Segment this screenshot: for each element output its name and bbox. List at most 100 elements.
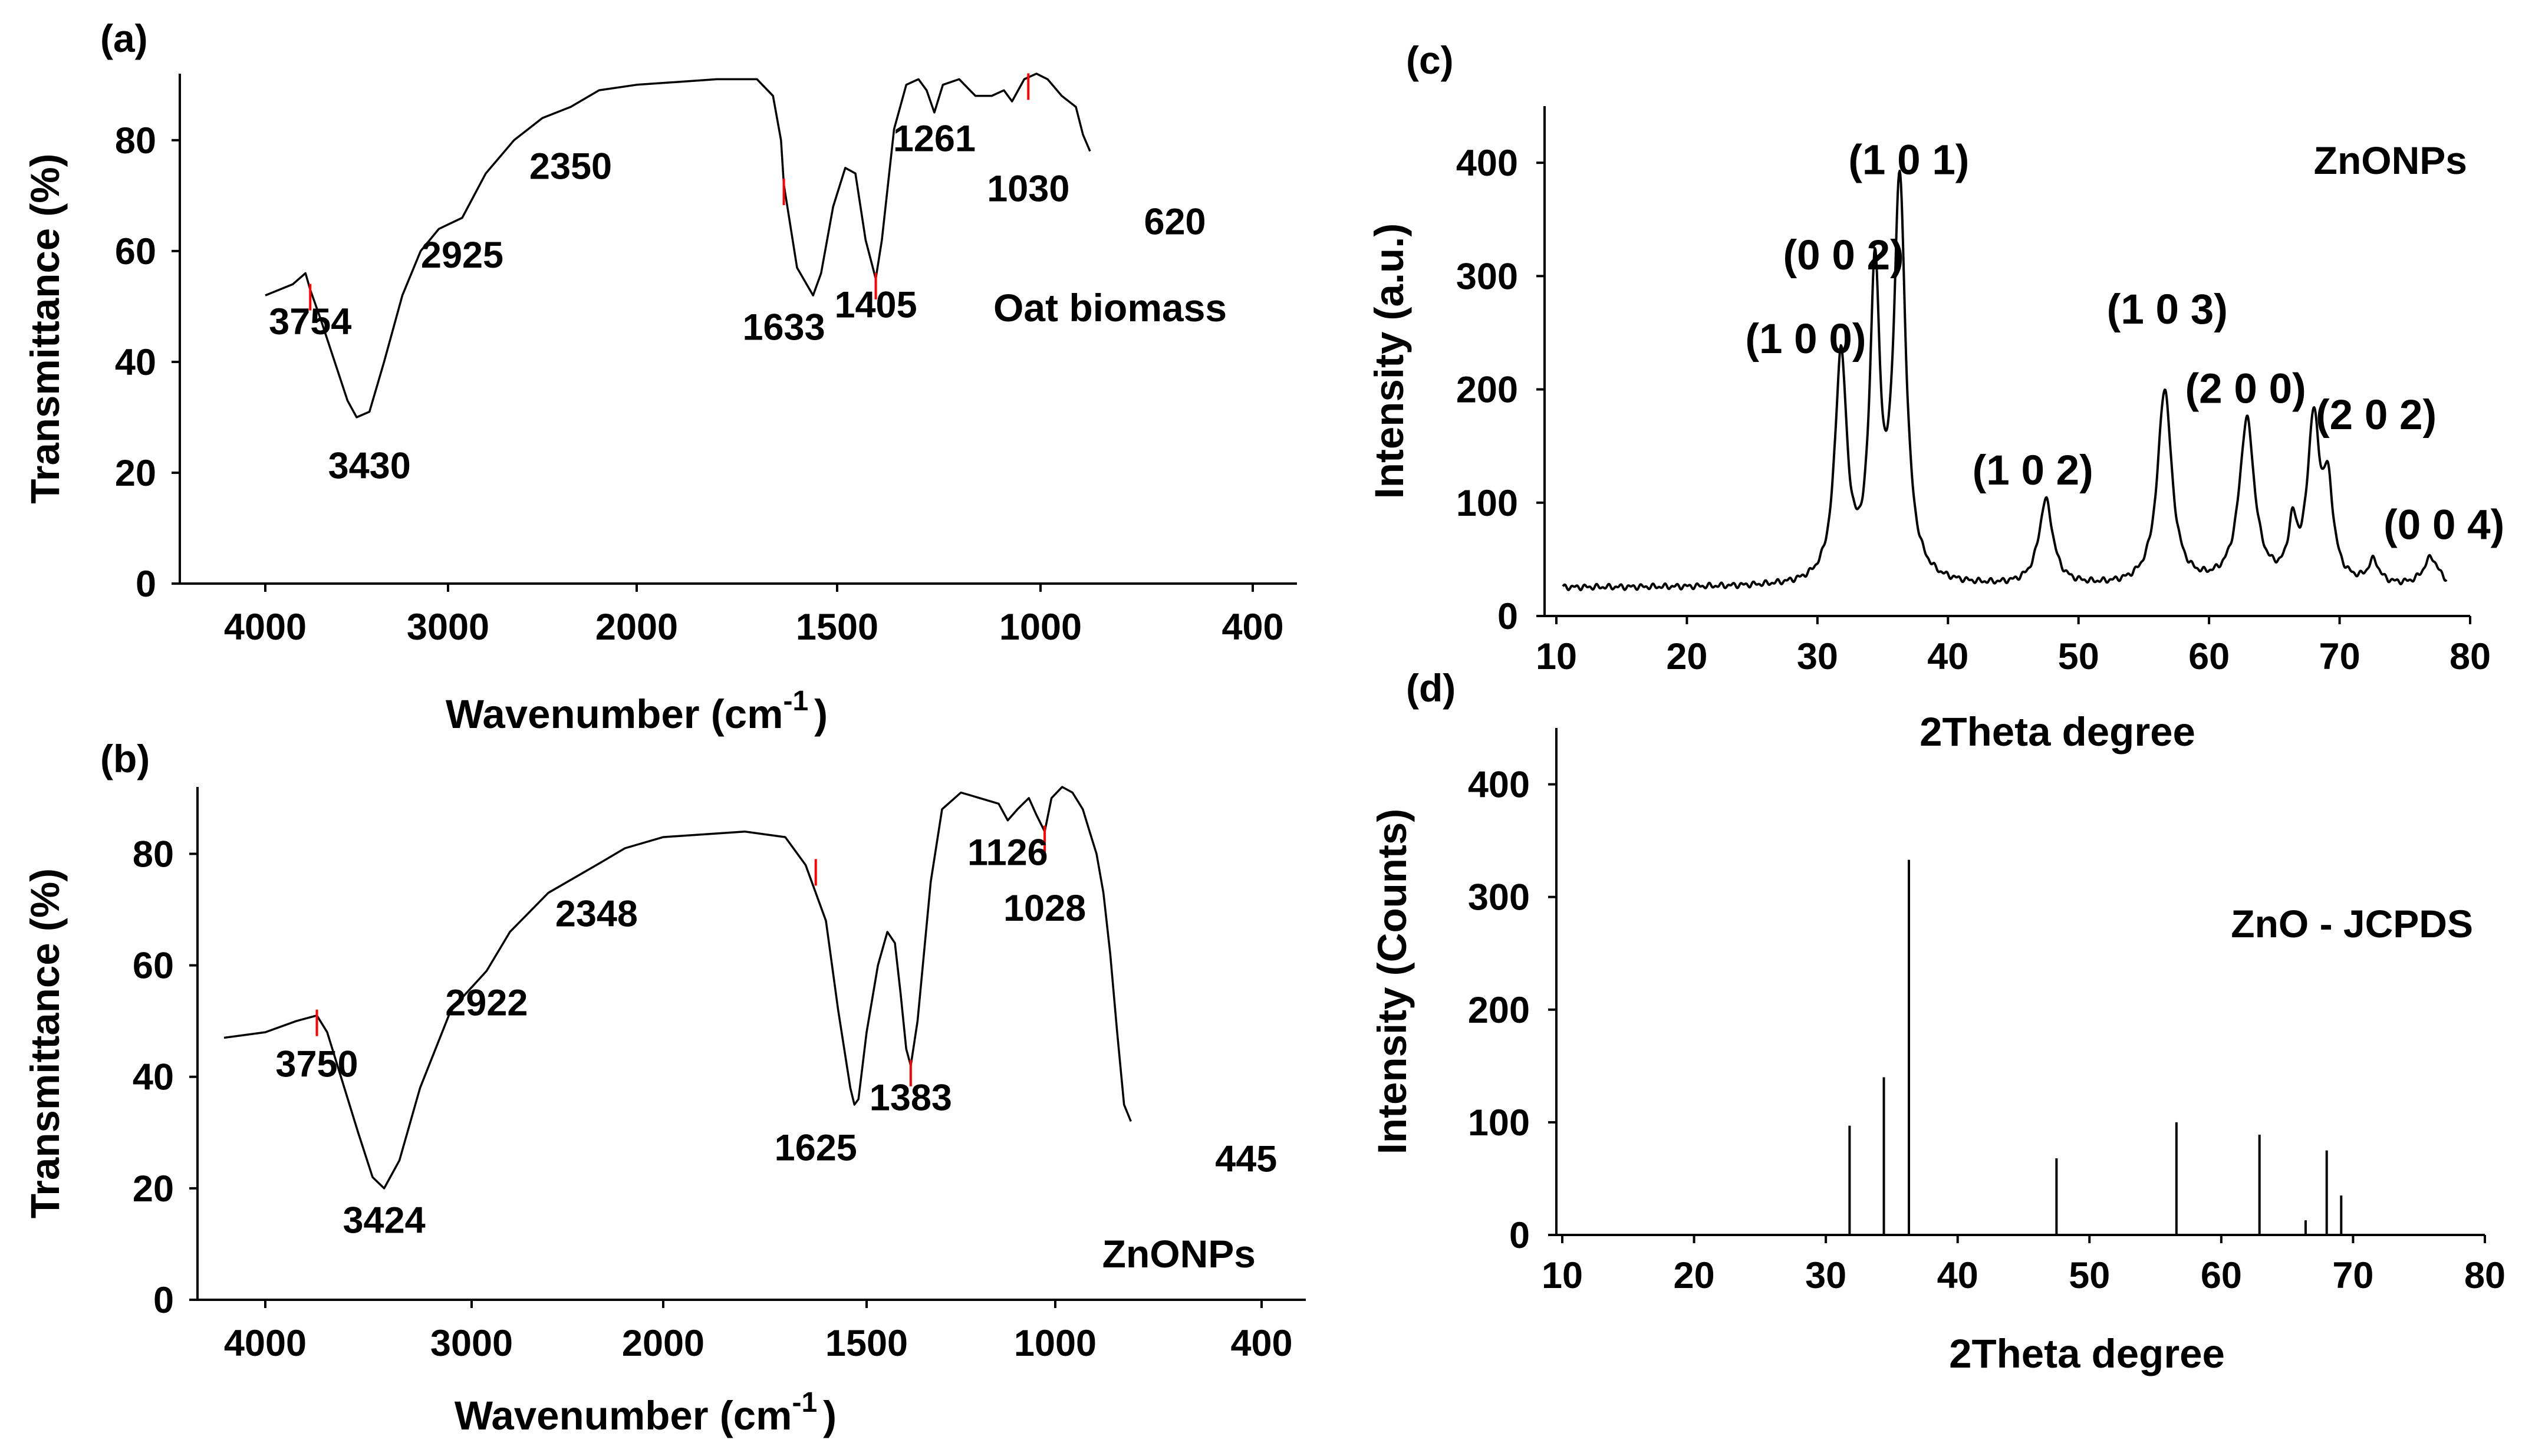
x-tick-label: 20 [1666,636,1707,677]
peak-annotation: 445 [1215,1139,1277,1180]
panel-b-ftir-znonps: 0 20 40 60 80 4000 3000 2000 1500 1000 400 3750 3424… [22,737,1306,1438]
y-axis-title: Transmittance (%) [22,153,68,503]
x-tick-label: 50 [2069,1255,2110,1296]
peak-annotation: 1625 [775,1128,857,1169]
x-tick-label: 30 [1805,1255,1846,1296]
x-tick-label: 10 [1536,636,1577,677]
peak-annotation: 2348 [555,893,638,934]
x-axis-title: Wavenumber (cm-1) [446,686,828,737]
y-tick-label: 60 [115,231,156,272]
x-tick-label: 4000 [224,1323,307,1364]
x-axis-title-superscript: -1 [783,686,808,717]
x-tick-label: 1500 [796,607,878,648]
peak-annotation: 3750 [275,1044,358,1085]
peak-annotation: 1405 [834,285,917,326]
peak-annotation: 3424 [343,1200,426,1241]
x-axis-title-end: ) [823,1393,837,1438]
y-tick-label: 60 [133,946,174,987]
y-axis-title: Transmittance (%) [22,868,68,1218]
x-tick-label: 1000 [1014,1323,1097,1364]
y-tick-label: 0 [1497,596,1518,637]
xrd-pattern-line [1562,169,2448,591]
y-tick-label: 300 [1468,877,1530,918]
panel-d-xrd-jcpds: 0 100 200 300 400 10 20 30 40 50 60 70 80 (d) ZnO - JC… [1369,666,2506,1376]
y-tick-label: 80 [115,120,156,162]
miller-index-label: (2 0 0) [2185,366,2306,413]
x-axis-title-superscript: -1 [792,1387,817,1418]
x-tick-label: 1000 [999,607,1082,648]
y-tick-label: 80 [133,834,174,875]
y-tick-label: 0 [136,564,156,605]
miller-index-label: (1 0 3) [2107,286,2228,333]
y-tick-label: 20 [133,1168,174,1210]
x-axis-title: 2Theta degree [1920,709,2195,755]
peak-annotation: 3754 [269,301,351,342]
panel-label: (b) [100,737,150,780]
peak-annotation: 2922 [445,983,528,1024]
series-label: ZnONPs [1102,1232,1256,1276]
y-axis-title: Intensity (Counts) [1369,809,1415,1154]
miller-index-label: (0 0 4) [2383,502,2504,548]
ftir-spectrum-line [223,786,1132,1190]
x-tick-label: 2000 [595,607,678,648]
y-tick-label: 100 [1456,483,1518,524]
x-tick-label: 80 [2449,636,2491,677]
x-tick-label: 30 [1797,636,1838,677]
peak-annotation: 620 [1144,202,1206,243]
y-tick-label: 400 [1456,143,1518,184]
peak-annotation: 1261 [893,118,976,160]
panel-label: (c) [1406,38,1454,82]
x-tick-label: 70 [2319,636,2360,677]
series-label: ZnONPs [2314,139,2467,182]
y-tick-label: 0 [153,1280,174,1321]
x-tick-label: 400 [1222,607,1283,648]
x-tick-label: 50 [2058,636,2099,677]
x-axis-title-main: Wavenumber (cm [455,1393,792,1438]
x-tick-label: 1500 [825,1323,908,1364]
x-tick-label: 3000 [407,607,489,648]
peak-annotation: 1633 [742,307,825,348]
peak-annotation: 2350 [529,146,612,187]
series-label: Oat biomass [993,286,1227,330]
peak-annotation: 1030 [987,168,1069,209]
miller-index-label: (1 0 1) [1848,137,1969,183]
panel-label: (a) [100,17,148,60]
x-axis-title-end: ) [814,691,828,737]
x-tick-label: 3000 [430,1323,513,1364]
x-axis-title: Wavenumber (cm-1) [455,1387,837,1438]
miller-index-label: (1 0 0) [1745,316,1866,363]
x-axis-title: 2Theta degree [1949,1331,2225,1376]
x-tick-label: 80 [2464,1255,2506,1296]
y-tick-label: 40 [133,1057,174,1098]
series-label: ZnO - JCPDS [2231,902,2473,946]
y-tick-label: 200 [1456,370,1518,411]
y-tick-label: 40 [115,342,156,383]
y-axis-title: Intensity (a.u.) [1367,223,1412,499]
x-tick-label: 40 [1937,1255,1978,1296]
peak-annotation: 2925 [421,235,503,276]
x-tick-label: 60 [2188,636,2230,677]
y-tick-label: 200 [1468,990,1530,1031]
x-tick-label: 400 [1230,1323,1292,1364]
peak-annotation: 3430 [328,445,411,486]
y-tick-label: 100 [1468,1102,1530,1144]
miller-index-label: (2 0 2) [2316,392,2437,439]
peak-annotation: 1126 [967,832,1048,873]
panel-label: (d) [1406,666,1456,710]
x-tick-label: 20 [1674,1255,1715,1296]
y-tick-label: 300 [1456,256,1518,297]
x-tick-label: 60 [2201,1255,2242,1296]
peak-annotation: 1028 [1003,888,1086,929]
x-tick-label: 10 [1542,1255,1583,1296]
miller-index-label: (0 0 2) [1783,232,1904,279]
y-tick-label: 400 [1468,765,1530,806]
panel-a-ftir-oat-biomass: 0 20 40 60 80 4000 3000 2000 1500 1000 400 3754 3430… [22,17,1297,737]
x-tick-label: 4000 [224,607,307,648]
panel-c-xrd-znonps: 0 100 200 300 400 10 20 30 40 50 60 70 80 (1 0 0) (0 0… [1367,38,2504,755]
x-axis-title-main: Wavenumber (cm [446,691,783,737]
miller-index-label: (1 0 2) [1973,447,2093,494]
x-tick-label: 70 [2332,1255,2373,1296]
y-tick-label: 20 [115,453,156,494]
